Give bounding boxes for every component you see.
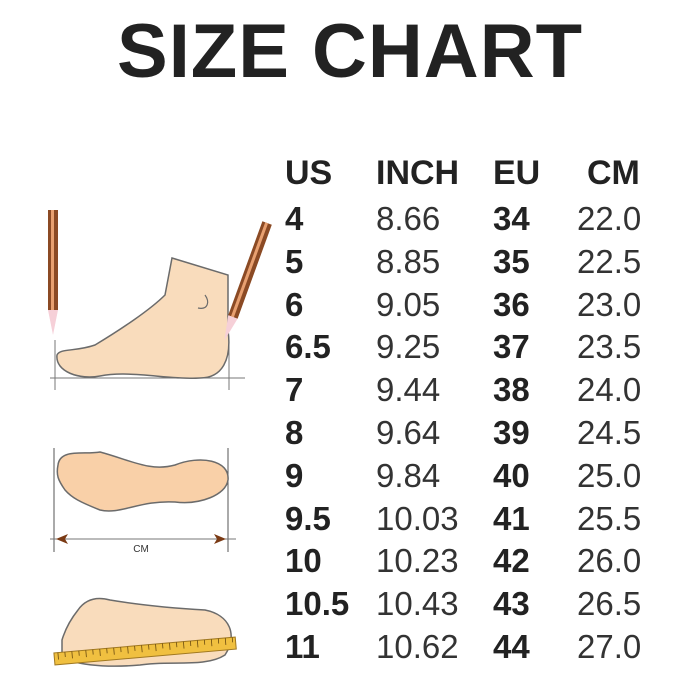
- cell-inch: 8.85: [376, 242, 441, 280]
- column-us: US 4 5 6 6.5 7 8 9 9.5 10 10.5 11: [285, 148, 349, 669]
- header-us: US: [285, 154, 333, 192]
- cell-inch: 10.43: [376, 585, 459, 623]
- cell-inch: 9.84: [376, 456, 441, 494]
- column-eu: EU 34 35 36 37 38 39 40 41 42 43 44: [493, 148, 540, 669]
- cell-eu: 43: [493, 585, 530, 623]
- cell-eu: 38: [493, 371, 530, 409]
- cell-us: 6.5: [285, 328, 331, 366]
- side-foot-diagram: [48, 210, 272, 390]
- cell-eu: 36: [493, 285, 530, 323]
- cell-inch: 10.23: [376, 542, 459, 580]
- cell-inch: 10.62: [376, 627, 459, 665]
- cell-us: 6: [285, 285, 304, 323]
- cell-cm: 24.5: [577, 413, 642, 451]
- ruler-icon: [53, 636, 237, 666]
- sole-length-diagram: CM: [50, 448, 236, 555]
- ruler-foot-diagram: [53, 597, 237, 667]
- cell-inch: 9.25: [376, 328, 441, 366]
- cell-cm: 23.5: [577, 328, 642, 366]
- column-inch: INCH 8.66 8.85 9.05 9.25 9.44 9.64 9.84 10.03 10…: [376, 148, 459, 669]
- cell-us: 11: [285, 627, 320, 665]
- cell-cm: 24.0: [577, 371, 642, 409]
- cell-cm: 22.5: [577, 242, 642, 280]
- pencil-icon: [224, 221, 272, 341]
- cell-us: 10: [285, 542, 322, 580]
- header-inch: INCH: [376, 154, 460, 192]
- column-cm: CM 22.0 22.5 23.0 23.5 24.0 24.5 25.0 25.5 26.0 2…: [577, 148, 641, 669]
- cell-cm: 25.5: [577, 499, 642, 537]
- cell-eu: 42: [493, 542, 530, 580]
- cell-eu: 44: [493, 627, 530, 665]
- header-cm: CM: [587, 154, 640, 192]
- cell-us: 9: [285, 456, 304, 494]
- cell-inch: 9.05: [376, 285, 441, 323]
- cell-cm: 23.0: [577, 285, 642, 323]
- cell-eu: 41: [493, 499, 530, 537]
- cell-cm: 26.5: [577, 585, 642, 623]
- cell-inch: 9.44: [376, 371, 441, 409]
- cell-eu: 39: [493, 413, 530, 451]
- cell-eu: 34: [493, 200, 530, 237]
- measure-label: CM: [133, 544, 149, 555]
- cell-cm: 26.0: [577, 542, 642, 580]
- cell-eu: 37: [493, 328, 530, 366]
- page-title: SIZE CHART: [117, 9, 583, 94]
- cell-cm: 25.0: [577, 456, 642, 494]
- cell-us: 5: [285, 242, 304, 280]
- pencil-icon: [48, 210, 58, 335]
- cell-us: 9.5: [285, 499, 331, 537]
- cell-cm: 22.0: [577, 200, 642, 237]
- cell-eu: 35: [493, 242, 530, 280]
- cell-cm: 27.0: [577, 627, 642, 665]
- cell-us: 4: [285, 200, 304, 237]
- foot-measurement-illustration: CM: [48, 210, 272, 667]
- header-eu: EU: [493, 154, 541, 192]
- cell-inch: 8.66: [376, 200, 441, 237]
- cell-inch: 9.64: [376, 413, 441, 451]
- cell-us: 7: [285, 371, 304, 409]
- cell-eu: 40: [493, 456, 530, 494]
- cell-us: 10.5: [285, 585, 350, 623]
- cell-us: 8: [285, 413, 304, 451]
- cell-inch: 10.03: [376, 499, 459, 537]
